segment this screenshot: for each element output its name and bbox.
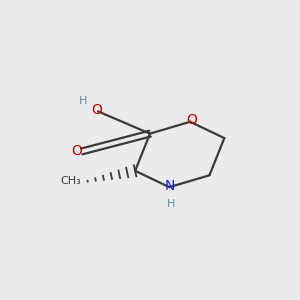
Text: H: H (79, 96, 87, 106)
Text: CH₃: CH₃ (60, 176, 81, 186)
Text: O: O (71, 145, 82, 158)
Text: O: O (186, 113, 197, 127)
Text: H: H (167, 200, 175, 209)
Text: N: N (164, 179, 175, 193)
Text: O: O (91, 103, 102, 117)
